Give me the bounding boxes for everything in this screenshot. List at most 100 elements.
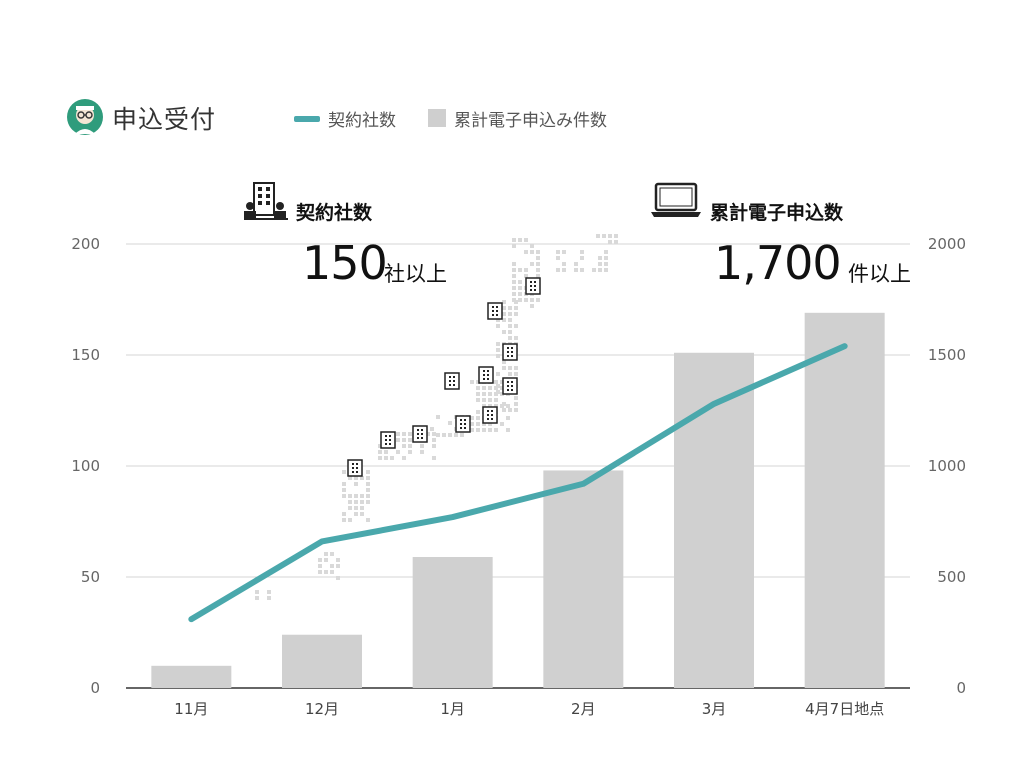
map-dot: [502, 300, 506, 304]
map-dot: [514, 312, 518, 316]
map-dot: [360, 512, 364, 516]
map-dot: [574, 268, 578, 272]
map-dot: [488, 392, 492, 396]
map-dot: [514, 324, 518, 328]
map-dot: [562, 250, 566, 254]
map-dot: [342, 518, 346, 522]
map-dot: [604, 256, 608, 260]
map-dot: [318, 570, 322, 574]
map-dot: [482, 422, 486, 426]
map-dot: [324, 558, 328, 562]
map-dot: [330, 570, 334, 574]
building-marker-icon: [487, 302, 503, 320]
map-dot: [488, 428, 492, 432]
map-dot: [366, 500, 370, 504]
map-dot: [396, 450, 400, 454]
map-dot: [556, 250, 560, 254]
map-dot: [476, 416, 480, 420]
map-dot: [348, 506, 352, 510]
map-dot: [267, 590, 271, 594]
map-dot: [488, 386, 492, 390]
map-dot: [426, 432, 430, 436]
map-dot: [518, 280, 522, 284]
map-dot: [330, 564, 334, 568]
legend-line-swatch: [294, 116, 320, 122]
map-dot: [432, 438, 436, 442]
legend-bar-label: 累計電子申込み件数: [454, 111, 607, 131]
map-dot: [366, 518, 370, 522]
map-dot: [494, 398, 498, 402]
x-axis-tick-label: 1月: [440, 700, 465, 718]
bar: [282, 634, 362, 688]
map-dot: [514, 306, 518, 310]
left-callout-unit: 社以上: [384, 262, 447, 286]
map-dot: [366, 488, 370, 492]
map-dot: [536, 268, 540, 272]
map-dot: [378, 444, 382, 448]
map-dot: [384, 456, 388, 460]
map-dot: [530, 250, 534, 254]
bar-series: [151, 312, 885, 688]
map-dot: [518, 292, 522, 296]
map-dot: [354, 512, 358, 516]
map-dot: [454, 433, 458, 437]
map-dot: [324, 570, 328, 574]
bar: [543, 470, 624, 688]
laptop-icon: [651, 182, 701, 217]
right-axis-tick-label: 1000: [928, 457, 966, 475]
map-dot: [512, 244, 516, 248]
map-dot: [442, 433, 446, 437]
map-dot: [354, 482, 358, 486]
map-dot: [476, 380, 480, 384]
map-dot: [354, 500, 358, 504]
right-axis-tick-label: 0: [956, 679, 966, 697]
map-dot: [408, 432, 412, 436]
map-dot: [580, 250, 584, 254]
building-marker-icon: [347, 459, 363, 477]
map-dot: [508, 408, 512, 412]
map-dot: [514, 336, 518, 340]
map-dot: [496, 324, 500, 328]
map-dot: [608, 240, 612, 244]
map-dot: [530, 244, 534, 248]
left-axis-tick-label: 200: [71, 235, 100, 253]
map-dot: [580, 256, 584, 260]
map-dot: [470, 422, 474, 426]
map-dot: [348, 494, 352, 498]
map-dot: [360, 494, 364, 498]
x-axis-tick-label: 11月: [174, 700, 208, 718]
map-dot: [604, 268, 608, 272]
map-dot: [342, 470, 346, 474]
map-dot: [502, 360, 506, 364]
map-dot: [506, 404, 510, 408]
map-dot: [255, 590, 259, 594]
bar: [674, 352, 754, 688]
map-dot: [348, 500, 352, 504]
map-dot: [342, 488, 346, 492]
map-dot: [448, 421, 452, 425]
map-dot: [396, 432, 400, 436]
grid-layer: [126, 243, 910, 689]
map-dot: [518, 268, 522, 272]
map-dot: [524, 250, 528, 254]
map-dot: [267, 596, 271, 600]
map-dot: [482, 386, 486, 390]
map-dot: [432, 456, 436, 460]
map-dot: [536, 250, 540, 254]
map-dot: [518, 298, 522, 302]
map-dot: [488, 422, 492, 426]
map-dot: [508, 318, 512, 322]
map-dot: [500, 386, 504, 390]
legend-bar-swatch: [428, 109, 446, 127]
map-dot: [598, 262, 602, 266]
avatar-logo-icon: [67, 99, 103, 135]
map-dot: [336, 558, 340, 562]
map-dot: [436, 433, 440, 437]
map-dot: [596, 234, 600, 238]
map-dot: [384, 450, 388, 454]
building-marker-icon: [412, 425, 428, 443]
map-dot: [506, 416, 510, 420]
map-dot: [562, 262, 566, 266]
map-dot: [470, 416, 474, 420]
map-dot: [514, 366, 518, 370]
